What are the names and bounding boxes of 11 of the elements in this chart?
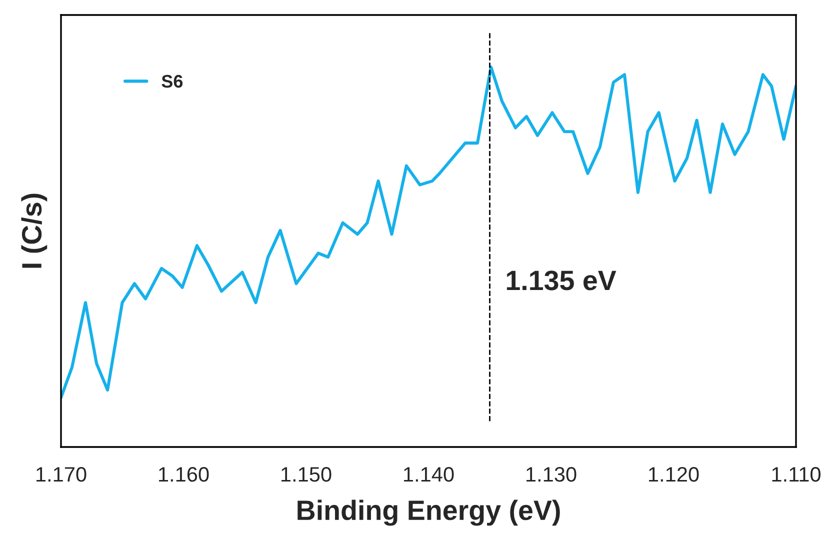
- x-tick-label: 1.140: [404, 466, 454, 482]
- x-axis-title: Binding Energy (eV): [298, 500, 560, 526]
- ref-line-label: 1.135 eV: [506, 270, 616, 290]
- x-tick-label: 1.160: [159, 466, 209, 482]
- y-axis-title: I (C/s): [21, 194, 48, 268]
- x-tick-label: 1.130: [526, 466, 576, 482]
- x-tick-label: 1.170: [36, 466, 86, 482]
- x-tick-label: 1.110: [772, 466, 820, 482]
- x-tick-label: 1.150: [282, 466, 332, 482]
- x-tick-label: 1.120: [649, 466, 699, 482]
- legend-label: S6: [162, 74, 183, 88]
